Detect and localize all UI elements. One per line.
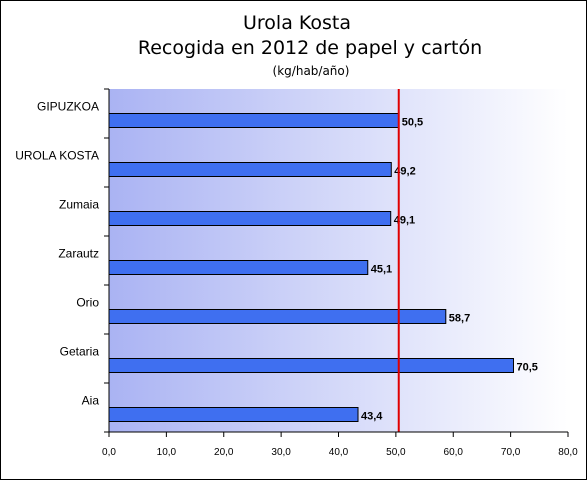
value-label: 70,5: [516, 362, 537, 374]
bar: [108, 407, 359, 422]
x-tick-label: 70,0: [501, 447, 521, 458]
category-label: Getaria: [60, 345, 100, 359]
category-label: Orio: [76, 296, 99, 310]
x-tick-label: 20,0: [214, 447, 234, 458]
bar: [108, 113, 400, 128]
bar: [108, 211, 392, 226]
x-tick-label: 40,0: [329, 447, 349, 458]
value-label: 45,1: [371, 264, 392, 276]
value-label: 49,2: [394, 166, 415, 178]
bar: [108, 358, 514, 373]
category-label: Aia: [82, 394, 100, 408]
chart-units: (kg/hab/año): [273, 64, 350, 78]
chart-title: Urola Kosta: [243, 12, 351, 34]
category-label: GIPUZKOA: [37, 100, 99, 114]
value-label: 43,4: [361, 411, 383, 423]
value-label: 50,5: [402, 117, 423, 129]
category-label: Zarautz: [58, 247, 99, 261]
x-tick-label: 80,0: [558, 447, 578, 458]
bar: [108, 162, 392, 177]
category-label: Zumaia: [59, 198, 99, 212]
bar: [108, 260, 369, 275]
value-label: 58,7: [449, 313, 470, 325]
chart-subtitle: Recogida en 2012 de papel y cartón: [138, 37, 482, 59]
bar: [108, 309, 447, 324]
x-tick-label: 10,0: [157, 447, 177, 458]
x-tick-label: 0,0: [102, 447, 116, 458]
value-label: 49,1: [394, 215, 415, 227]
x-tick-label: 60,0: [444, 447, 464, 458]
category-label: UROLA KOSTA: [15, 149, 99, 163]
x-tick-label: 50,0: [386, 447, 406, 458]
x-tick-label: 30,0: [271, 447, 291, 458]
